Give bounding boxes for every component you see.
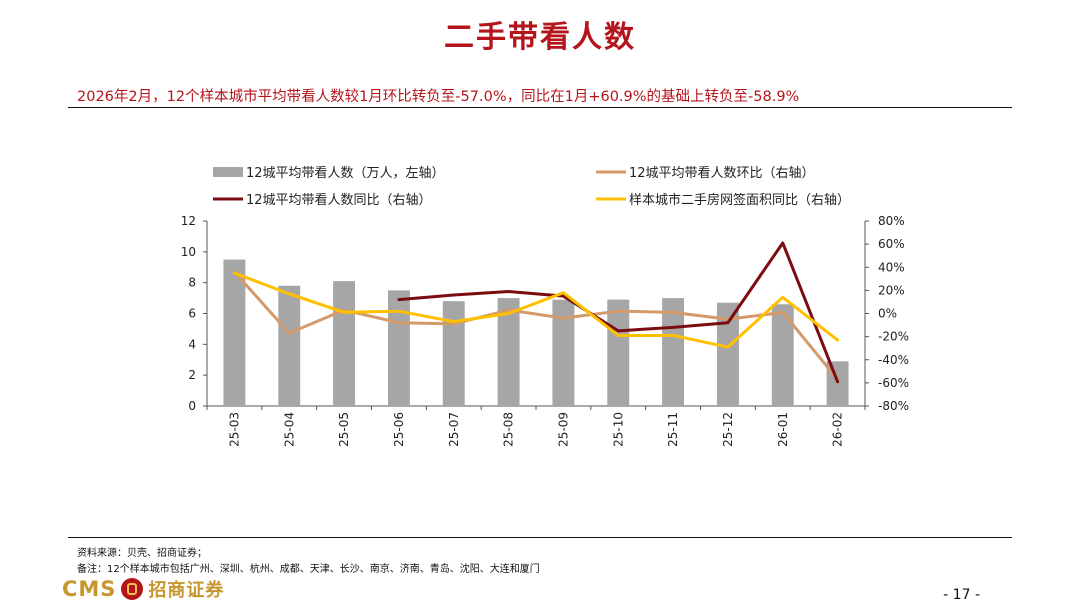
series-line-2 [397, 241, 840, 384]
x-tick-label: 25-10 [611, 412, 625, 447]
bar [497, 298, 520, 406]
logo-cn-text: 招商证券 [148, 580, 225, 601]
page-number: - 17 - [943, 587, 980, 603]
x-tick-label: 25-11 [666, 412, 680, 447]
company-logo: CMS 招商证券 [62, 574, 224, 604]
bar [607, 299, 630, 406]
bar [278, 285, 301, 406]
legend-label: 样本城市二手房网签面积同比（右轴） [629, 192, 850, 208]
bar [716, 302, 739, 406]
x-tick-label: 26-01 [776, 412, 790, 447]
page-title: 二手带看人数 [444, 20, 636, 55]
logo-cms-text: CMS [62, 577, 117, 601]
top-divider [68, 107, 1012, 108]
x-tick-label: 26-02 [831, 412, 845, 447]
source-note: 资料来源：贝壳、招商证券； [77, 548, 207, 559]
right-tick-label: -40% [878, 353, 909, 367]
remark-note: 备注：12个样本城市包括广州、深圳、杭州、成都、天津、长沙、南京、济南、青岛、沈… [77, 564, 540, 575]
x-tick-label: 25-07 [447, 412, 461, 447]
right-tick-label: -20% [878, 330, 909, 344]
x-tick-label: 25-05 [337, 412, 351, 447]
bar [333, 281, 356, 406]
legend-label: 12城平均带看人数环比（右轴） [629, 165, 815, 181]
bar [387, 290, 410, 406]
x-tick-label: 25-06 [392, 412, 406, 447]
right-tick-label: 0% [878, 307, 897, 321]
chart: 0 2 4 6 8 10 12 -80% -60% -40% -20% 0% 20% 40% 60% 80% 2… [181, 165, 909, 447]
bar [552, 299, 575, 406]
right-tick-label: 80% [878, 214, 905, 228]
series-line-1 [232, 270, 840, 381]
x-tick-label: 25-09 [556, 412, 570, 447]
left-tick-label: 2 [188, 368, 196, 382]
logo-seal-icon [121, 578, 144, 600]
legend-label: 12城平均带看人数（万人，左轴） [246, 165, 445, 181]
left-tick-label: 12 [181, 214, 196, 228]
right-tick-label: -60% [878, 376, 909, 390]
bar [662, 298, 685, 406]
bar [223, 259, 246, 406]
x-tick-label: 25-12 [721, 412, 735, 447]
x-tick-label: 25-03 [227, 412, 241, 447]
bottom-divider [68, 537, 1012, 538]
left-tick-label: 6 [188, 307, 196, 321]
bar [442, 301, 465, 406]
right-tick-label: 20% [878, 283, 905, 297]
right-tick-label: -80% [878, 399, 909, 413]
bar [771, 304, 794, 406]
left-tick-label: 4 [188, 337, 196, 351]
left-tick-label: 8 [188, 276, 196, 290]
legend-label: 12城平均带看人数同比（右轴） [246, 192, 432, 208]
legend-swatch [213, 167, 243, 177]
x-tick-label: 25-04 [282, 412, 296, 447]
series-line-3 [232, 271, 840, 349]
left-tick-label: 0 [188, 399, 196, 413]
x-tick-label: 25-08 [502, 412, 516, 447]
right-tick-label: 60% [878, 237, 905, 251]
right-tick-label: 40% [878, 260, 905, 274]
page-subtitle: 2026年2月，12个样本城市平均带看人数较1月环比转负至-57.0%，同比在1… [77, 89, 800, 105]
left-tick-label: 10 [181, 245, 196, 259]
